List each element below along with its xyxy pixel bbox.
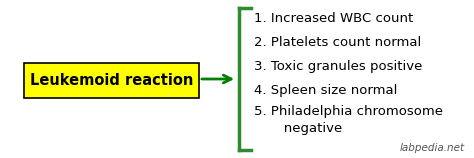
Text: Leukemoid reaction: Leukemoid reaction [30,73,193,88]
Text: labpedia.net: labpedia.net [400,143,465,153]
Text: 5. Philadelphia chromosome
       negative: 5. Philadelphia chromosome negative [254,105,443,135]
Text: 4. Spleen size normal: 4. Spleen size normal [254,84,397,97]
Text: 3. Toxic granules positive: 3. Toxic granules positive [254,60,422,73]
FancyBboxPatch shape [24,63,199,98]
Text: 1. Increased WBC count: 1. Increased WBC count [254,12,413,25]
Text: 2. Platelets count normal: 2. Platelets count normal [254,36,421,49]
